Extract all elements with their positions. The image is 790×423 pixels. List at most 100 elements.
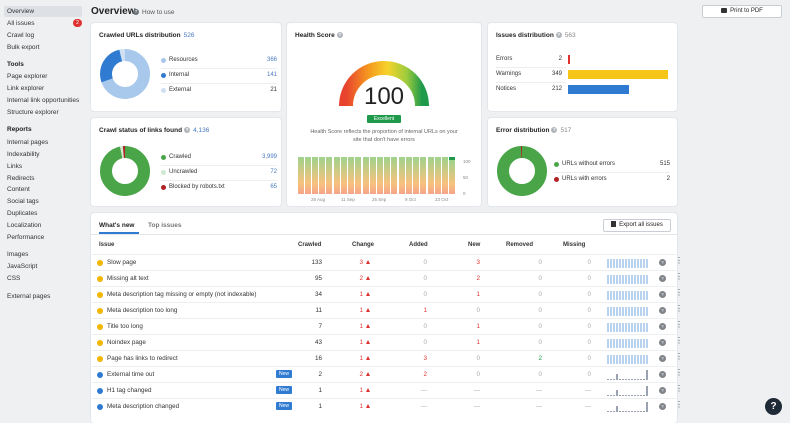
added-value[interactable]: — — [420, 387, 427, 394]
missing-value[interactable]: 0 — [587, 355, 591, 362]
row-menu-icon[interactable]: ⋮ — [675, 256, 683, 265]
legend-label-uncrawled[interactable]: Uncrawled — [169, 169, 198, 175]
sidebar-item-internal-pages[interactable]: Internal pages — [7, 139, 49, 146]
removed-value[interactable]: 0 — [538, 323, 542, 330]
issue-name[interactable]: External time out — [107, 371, 155, 378]
missing-value[interactable]: 0 — [587, 371, 591, 378]
row-help-icon[interactable]: ? — [659, 259, 666, 266]
row-menu-icon[interactable]: ⋮ — [675, 400, 683, 409]
row-menu-icon[interactable]: ⋮ — [675, 272, 683, 281]
table-row[interactable]: Page has links to redirect 16 1 3 0 2 0? ⋮ — [92, 350, 684, 366]
sidebar-item-external-pages[interactable]: External pages — [7, 293, 51, 300]
row-help-icon[interactable]: ? — [659, 307, 666, 314]
added-value[interactable]: 1 — [423, 307, 427, 314]
crawled-value[interactable]: 16 — [314, 355, 322, 362]
new-value[interactable]: 1 — [476, 339, 480, 346]
issue-type-label[interactable]: Warnings — [496, 71, 522, 77]
new-value[interactable]: 0 — [476, 307, 480, 314]
sidebar-item-structure-explorer[interactable]: Structure explorer — [7, 109, 59, 116]
sidebar-item-javascript[interactable]: JavaScript — [7, 263, 38, 270]
table-row[interactable]: External time out New 2 2 2 0 0 0? ⋮ — [92, 366, 684, 382]
removed-value[interactable]: 0 — [538, 307, 542, 314]
legend-label-blocked[interactable]: Blocked by robots.txt — [169, 184, 225, 190]
crawled-value[interactable]: 2 — [318, 371, 322, 378]
table-row[interactable]: Noindex page 43 1 0 1 0 0? ⋮ — [92, 334, 684, 350]
issue-type-label[interactable]: Notices — [496, 86, 517, 92]
sidebar-item-internal-link-opportunities[interactable]: Internal link opportunities — [7, 97, 80, 104]
removed-value[interactable]: 0 — [538, 275, 542, 282]
tab-whats-new[interactable]: What's new — [99, 222, 135, 229]
row-menu-icon[interactable]: ⋮ — [675, 320, 683, 329]
legend-label-resources[interactable]: Resources — [169, 57, 198, 63]
removed-value[interactable]: 0 — [538, 259, 542, 266]
issue-type-bar[interactable] — [568, 85, 629, 94]
legend-value-with-errors[interactable]: 2 — [666, 176, 670, 182]
new-value[interactable]: 0 — [476, 371, 480, 378]
crawled-value[interactable]: 1 — [318, 387, 322, 394]
crawled-value[interactable]: 1 — [318, 403, 322, 410]
crawled-value[interactable]: 11 — [315, 307, 322, 314]
column-header-issue[interactable]: Issue — [99, 242, 115, 248]
legend-label-without-errors[interactable]: URLs without errors — [562, 161, 616, 167]
issue-name[interactable]: H1 tag changed — [107, 387, 152, 394]
sidebar-item-localization[interactable]: Localization — [7, 222, 42, 229]
legend-value-resources[interactable]: 366 — [266, 57, 277, 63]
issue-type-label[interactable]: Errors — [496, 56, 513, 62]
how-to-use-link[interactable]: ? How to use — [133, 9, 175, 16]
issue-name[interactable]: Missing alt text — [107, 275, 149, 282]
sidebar-item-bulk-export[interactable]: Bulk export — [7, 44, 40, 51]
issue-name[interactable]: Title too long — [107, 323, 143, 330]
issue-type-bar[interactable] — [568, 70, 668, 79]
legend-value-external[interactable]: 21 — [270, 87, 277, 93]
added-value[interactable]: 0 — [423, 275, 427, 282]
sidebar-item-link-explorer[interactable]: Link explorer — [7, 85, 45, 92]
issue-type-value[interactable]: 349 — [551, 71, 562, 77]
missing-value[interactable]: 0 — [587, 339, 591, 346]
added-value[interactable]: 0 — [423, 259, 427, 266]
sidebar-item-indexability[interactable]: Indexability — [7, 151, 40, 158]
legend-label-internal[interactable]: Internal — [169, 72, 190, 78]
issue-type-bar[interactable] — [568, 55, 570, 64]
issue-name[interactable]: Slow page — [107, 259, 137, 266]
removed-value[interactable]: 0 — [538, 371, 542, 378]
crawled-value[interactable]: 95 — [314, 275, 322, 282]
table-row[interactable]: Meta description tag missing or empty (n… — [92, 286, 684, 302]
table-row[interactable]: Meta description changed New 1 1 — — — —? ⋮ — [92, 398, 684, 414]
issue-name[interactable]: Meta description too long — [107, 307, 178, 314]
added-value[interactable]: 0 — [423, 291, 427, 298]
sidebar-item-social-tags[interactable]: Social tags — [7, 198, 39, 205]
crawled-value[interactable]: 43 — [314, 339, 322, 346]
issue-name[interactable]: Page has links to redirect — [107, 355, 178, 362]
issue-name[interactable]: Meta description tag missing or empty (n… — [107, 291, 257, 298]
table-row[interactable]: Missing alt text 95 2 0 2 0 0? ⋮ — [92, 270, 684, 286]
missing-value[interactable]: — — [584, 387, 591, 394]
column-header-missing[interactable]: Missing — [563, 242, 586, 248]
crawled-value[interactable]: 34 — [314, 291, 322, 298]
issue-type-value[interactable]: 2 — [558, 56, 562, 62]
table-row[interactable]: H1 tag changed New 1 1 — — — —? ⋮ — [92, 382, 684, 398]
added-value[interactable]: 0 — [423, 323, 427, 330]
added-value[interactable]: 2 — [423, 371, 427, 378]
row-help-icon[interactable]: ? — [659, 323, 666, 330]
column-header-new[interactable]: New — [468, 242, 481, 248]
sidebar-item-page-explorer[interactable]: Page explorer — [7, 73, 48, 80]
missing-value[interactable]: 0 — [587, 275, 591, 282]
export-all-issues-button[interactable]: Export all issues — [603, 219, 671, 232]
row-help-icon[interactable]: ? — [659, 339, 666, 346]
sidebar-item-redirects[interactable]: Redirects — [7, 175, 35, 182]
new-value[interactable]: — — [473, 387, 480, 394]
removed-value[interactable]: 0 — [538, 339, 542, 346]
added-value[interactable]: 3 — [423, 355, 427, 362]
sidebar-item-css[interactable]: CSS — [7, 275, 21, 282]
new-value[interactable]: 0 — [476, 355, 480, 362]
missing-value[interactable]: 0 — [587, 259, 591, 266]
table-row[interactable]: Slow page 133 3 0 3 0 0? ⋮ — [92, 254, 684, 270]
missing-value[interactable]: — — [584, 403, 591, 410]
row-menu-icon[interactable]: ⋮ — [675, 336, 683, 345]
row-help-icon[interactable]: ? — [659, 291, 666, 298]
sidebar-item-overview[interactable]: Overview — [7, 8, 35, 15]
legend-label-crawled[interactable]: Crawled — [169, 154, 192, 160]
sidebar-item-all-issues[interactable]: All issues — [7, 20, 35, 27]
column-header-removed[interactable]: Removed — [506, 242, 534, 248]
help-chat-button[interactable]: ? — [765, 398, 782, 415]
